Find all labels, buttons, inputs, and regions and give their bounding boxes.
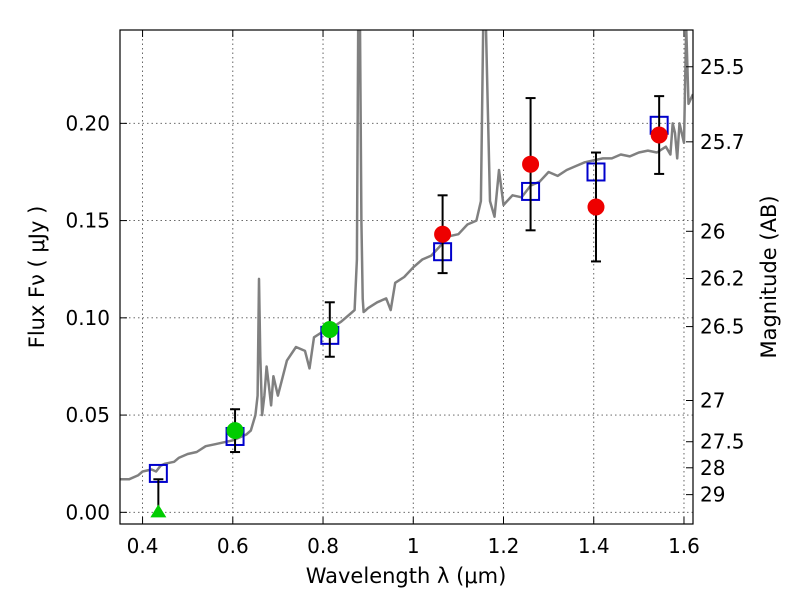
magnitude-tick-label: 29 bbox=[700, 483, 725, 507]
x-tick-label: 1 bbox=[407, 534, 420, 558]
x-tick-label: 0.8 bbox=[307, 534, 339, 558]
tick-layer: 0.4 0.6 0.8 1 1.2 1.4 1.6 0.00 0.05 0.10 0.15 0.20 2… bbox=[65, 30, 745, 558]
y-tick-label: 0.05 bbox=[65, 403, 110, 427]
magnitude-tick-label: 25.5 bbox=[700, 55, 745, 79]
observed-point bbox=[522, 155, 540, 173]
magnitude-tick-label: 27 bbox=[700, 389, 725, 413]
marker-layer bbox=[148, 95, 669, 518]
x-tick-label: 1.6 bbox=[668, 534, 700, 558]
observed-point bbox=[587, 198, 605, 216]
observed-point bbox=[321, 321, 339, 339]
magnitude-tick-label: 25.7 bbox=[700, 130, 745, 154]
spectrum-line bbox=[120, 30, 693, 481]
magnitude-tick-label: 28 bbox=[700, 456, 725, 480]
magnitude-tick-label: 26.2 bbox=[700, 267, 745, 291]
y-tick-label: 0.00 bbox=[65, 500, 110, 524]
y-tick-label: 0.20 bbox=[65, 111, 110, 135]
y2-axis-label: Magnitude (AB) bbox=[757, 195, 781, 358]
spectrum-layer bbox=[120, 30, 693, 481]
x-axis-label: Wavelength λ (μm) bbox=[306, 564, 507, 588]
observed-point bbox=[650, 126, 668, 144]
observed-point bbox=[226, 422, 244, 440]
magnitude-tick-label: 26 bbox=[700, 219, 725, 243]
x-tick-label: 1.2 bbox=[488, 534, 520, 558]
grid bbox=[120, 30, 693, 524]
observed-point bbox=[434, 225, 452, 243]
plot-frame bbox=[119, 29, 694, 525]
upper-limit-point bbox=[150, 504, 167, 518]
magnitude-tick-label: 26.5 bbox=[700, 315, 745, 339]
x-tick-label: 0.6 bbox=[217, 534, 249, 558]
x-tick-label: 1.4 bbox=[578, 534, 610, 558]
y-tick-label: 0.10 bbox=[65, 306, 110, 330]
x-tick-label: 0.4 bbox=[127, 534, 159, 558]
y-axis-label: Flux Fν ( μJy ) bbox=[25, 206, 49, 349]
magnitude-tick-label: 27.5 bbox=[700, 430, 745, 454]
y-tick-label: 0.15 bbox=[65, 209, 110, 233]
